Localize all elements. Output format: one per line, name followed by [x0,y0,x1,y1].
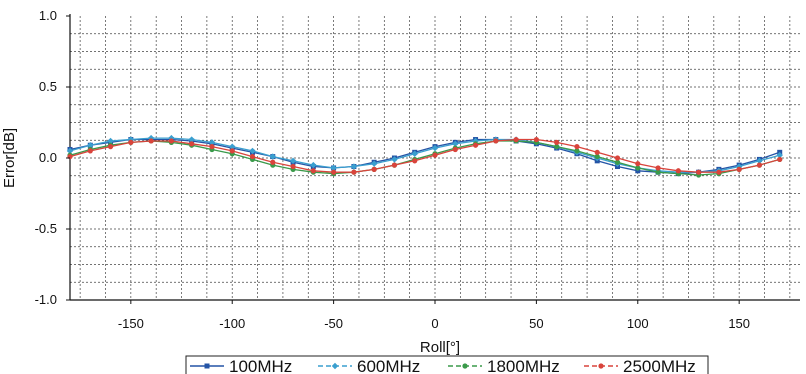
data-point [391,156,398,163]
data-point [330,164,337,172]
data-point [412,158,418,164]
data-point [411,150,418,157]
legend-marker [462,363,468,369]
data-point [493,138,499,144]
legend-label: 1800MHz [487,357,560,374]
data-point [533,136,539,143]
legend-label: 600MHz [357,357,420,374]
data-point [270,159,276,165]
y-tick-label: -0.5 [35,221,57,236]
legend-marker [331,362,339,370]
x-axis-title: Roll[°] [420,339,460,356]
x-tick-label: 150 [728,316,750,331]
y-tick-label: 0.0 [39,150,57,165]
data-point [614,155,621,161]
data-point [736,166,742,172]
data-point [87,148,93,154]
data-point [756,157,763,165]
data-point [289,157,297,165]
data-point [87,142,94,149]
series-line [69,138,780,173]
data-point [716,169,722,175]
data-point [107,137,114,145]
data-point [777,156,783,163]
legend-item: 2500MHz [584,357,696,374]
data-point [208,139,216,146]
x-tick-label: 50 [529,316,543,331]
series-line [69,137,780,173]
x-tick-label: -50 [324,316,343,331]
x-tick-label: -100 [219,316,245,331]
y-tick-label: 0.5 [39,79,57,94]
data-point [249,147,256,155]
data-point [310,168,316,174]
y-axis-title: Error[dB] [1,128,18,188]
y-tick-label: 1.0 [39,8,57,23]
data-point [168,134,175,142]
data-point [290,163,296,170]
legend-item: 1800MHz [448,357,560,374]
data-point [574,144,580,150]
data-point [371,166,377,172]
data-point [391,162,398,168]
data-point [756,162,763,168]
data-point [370,160,378,167]
data-point [554,139,560,145]
series-line [69,140,780,176]
legend-marker [598,363,604,369]
data-point [128,139,134,145]
data-point [432,152,438,158]
data-point [655,165,661,171]
data-point [269,153,276,160]
series-2500MHz [67,136,783,175]
data-point [635,161,641,167]
x-tick-label: -150 [118,316,144,331]
legend: 100MHz 600MHz 1800MHz 2500MHz [185,355,709,374]
legend-marker [204,363,210,369]
data-point [614,159,621,165]
data-point [594,153,600,160]
data-point [331,169,337,175]
legend-item: 600MHz [318,357,420,374]
data-point [696,169,702,175]
data-point [513,136,519,143]
data-point [472,142,479,148]
legend-label: 100MHz [229,357,292,374]
legend-box [185,355,709,374]
legend-label: 2500MHz [623,357,696,374]
data-point [594,149,600,155]
data-point [189,141,195,147]
data-point [249,153,256,160]
data-point [635,165,641,171]
data-point [431,144,439,152]
data-point [452,146,458,153]
grid [70,16,800,300]
x-tick-label: 0 [431,316,438,331]
data-point [209,144,215,150]
data-point [148,138,154,144]
series-group [66,134,783,178]
data-point [350,163,358,170]
data-point [147,134,155,142]
data-point [229,148,235,154]
data-point [675,168,681,174]
legend-item: 100MHz [190,357,292,374]
data-point [574,148,580,154]
data-point [351,169,357,175]
data-point [452,140,459,147]
data-point [554,144,560,150]
y-tick-label: -1.0 [35,292,57,307]
data-point [776,151,783,159]
tick-labels: -150 -100 -50 0 50 100 150 1.0 0.5 0.0 -0.5 -1.0 [35,8,750,331]
data-point [655,169,661,175]
data-point [188,136,195,143]
data-point [229,143,236,150]
x-tick-label: 100 [627,316,649,331]
data-point [310,161,317,169]
data-point [107,144,114,150]
data-point [168,138,174,144]
data-point [66,147,74,155]
